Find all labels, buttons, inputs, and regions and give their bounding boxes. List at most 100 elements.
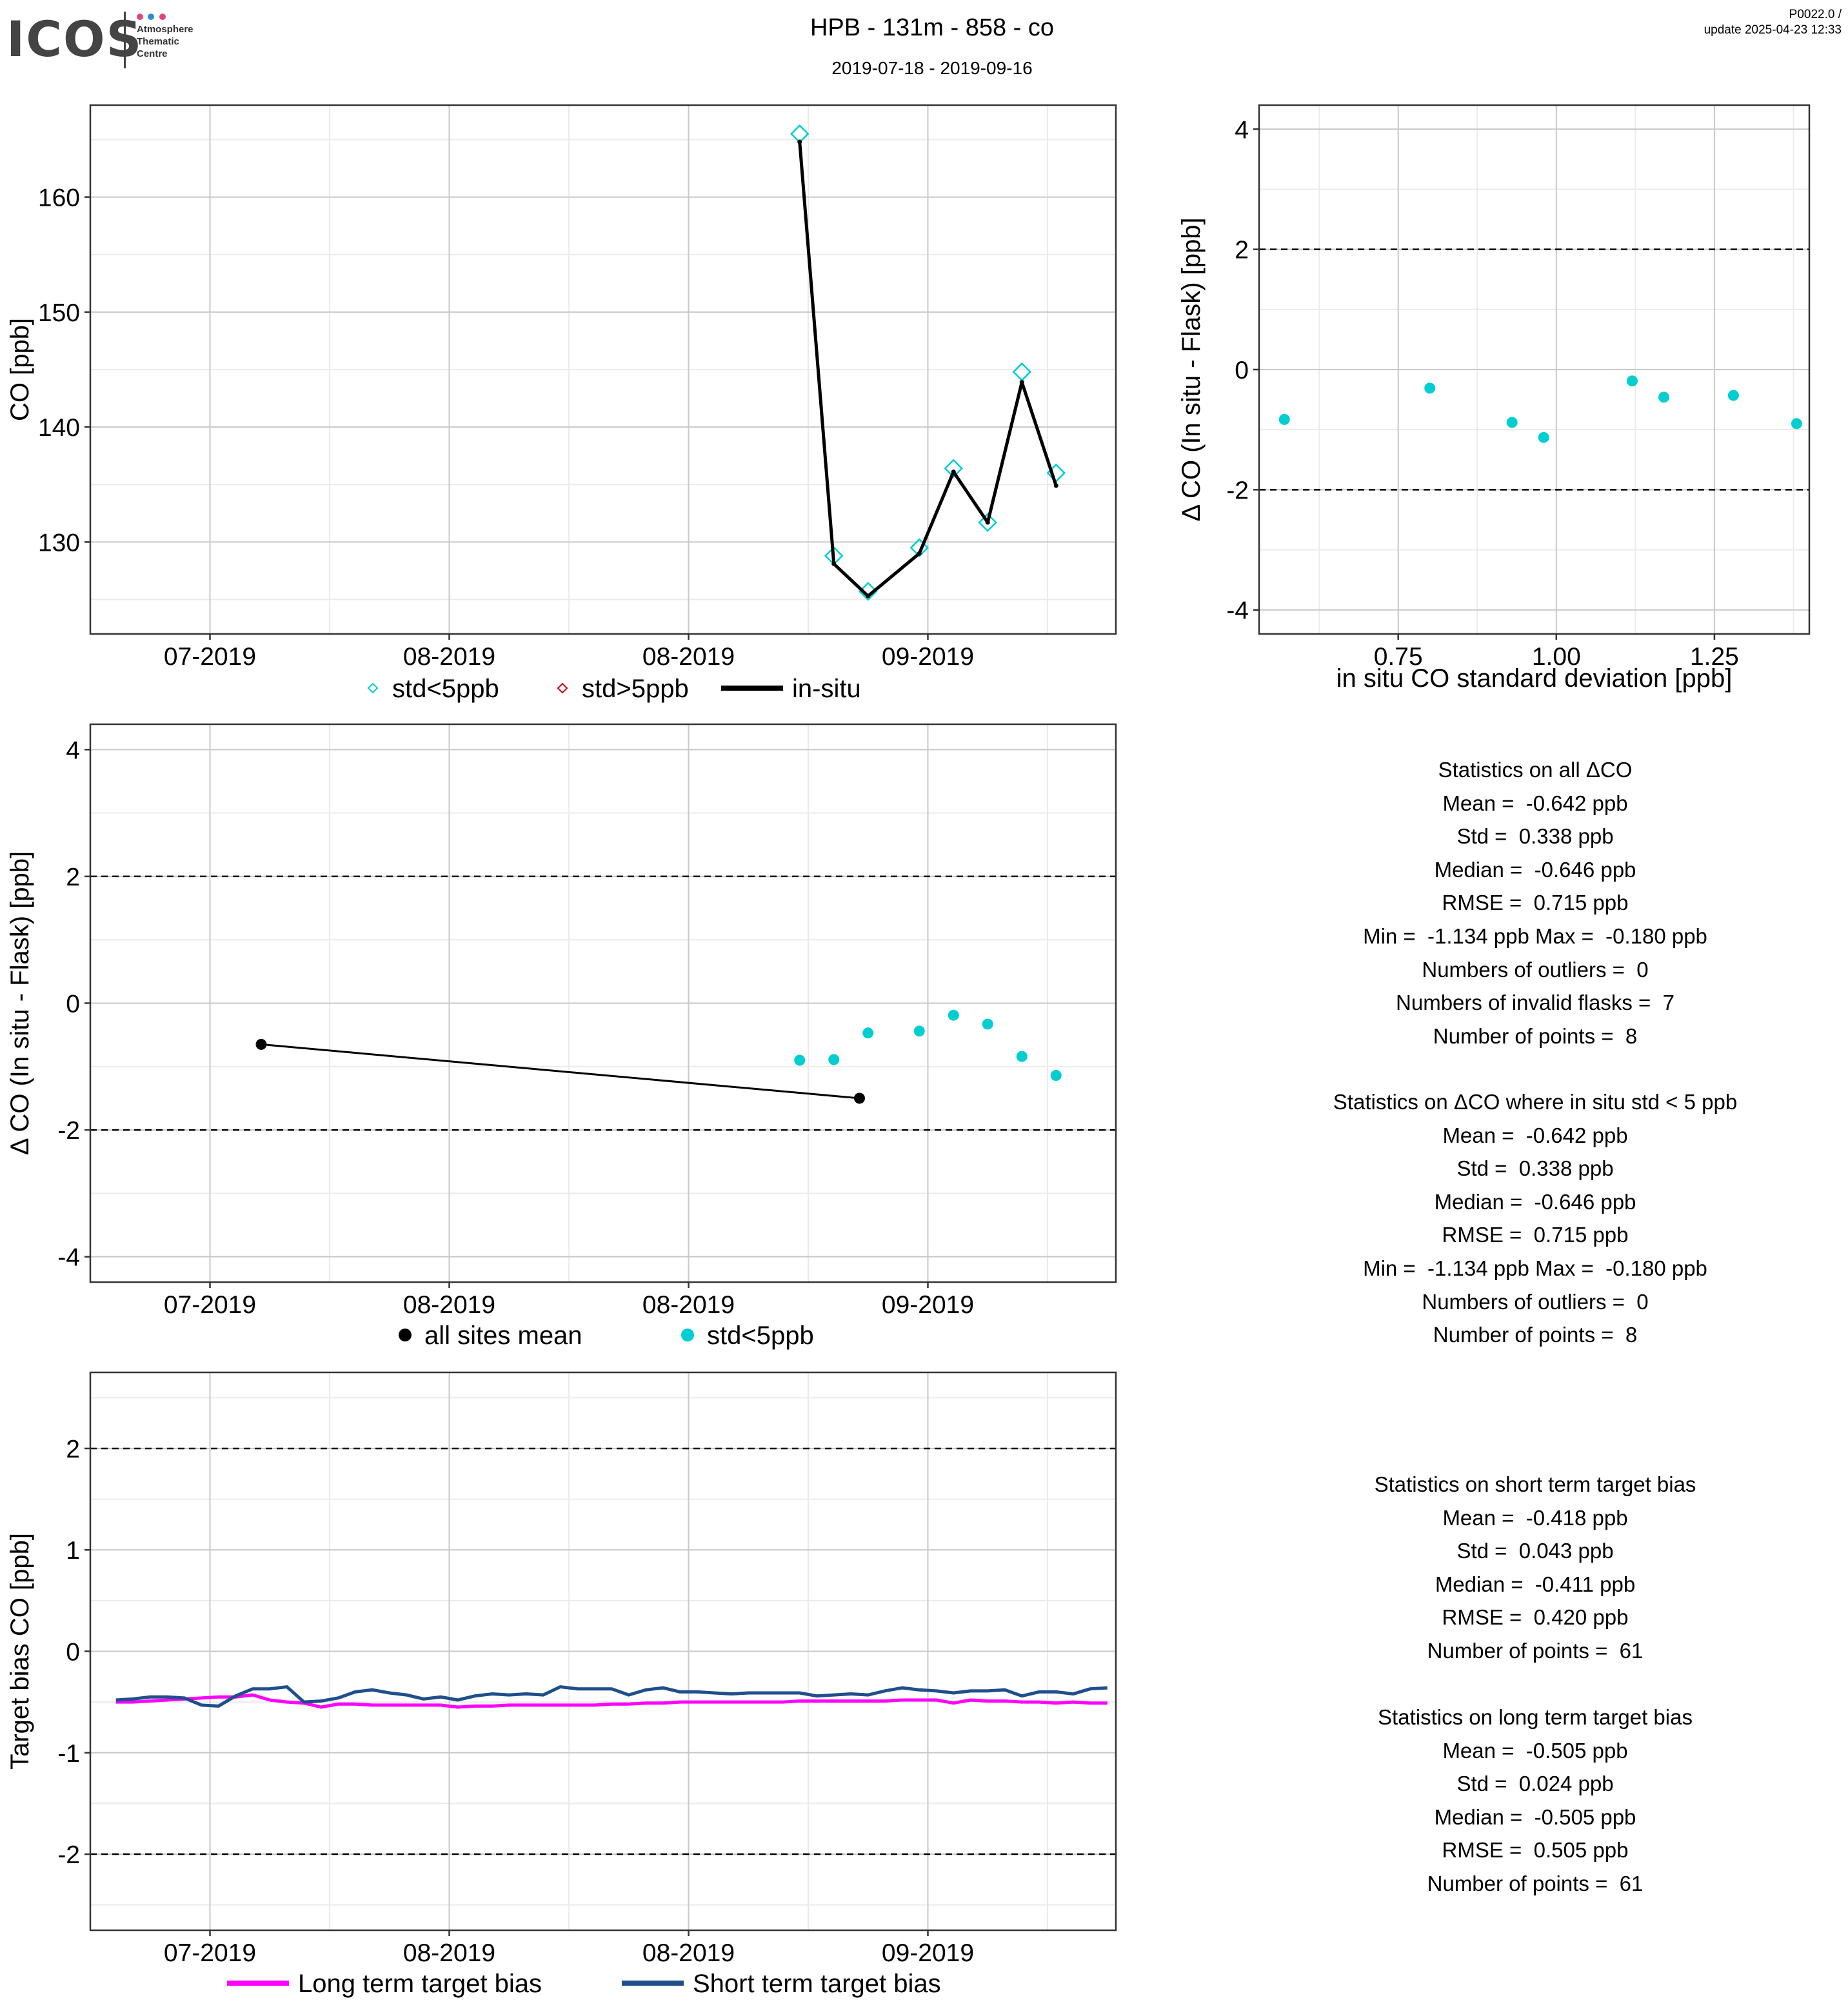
- stats-line: RMSE = 0.505 ppb: [1442, 1838, 1629, 1863]
- data-point: [1019, 380, 1024, 385]
- y-tick-label: -2: [57, 1117, 80, 1145]
- data-point: [1538, 431, 1549, 443]
- stats-line: Numbers of outliers = 0: [1422, 1289, 1649, 1314]
- logo-sub-line-3: Centre: [137, 48, 168, 59]
- legend-symbol: [367, 682, 379, 694]
- logo-subtitle: Atmosphere Thematic Centre: [137, 23, 194, 60]
- data-point: [797, 139, 802, 144]
- stats-line: Min = -1.134 ppb Max = -0.180 ppb: [1363, 1256, 1707, 1280]
- plot-border: [89, 104, 1117, 635]
- legend-item-short-term: Short term target bias: [622, 1970, 941, 1998]
- y-tick-label: 0: [66, 1639, 80, 1666]
- y-tick-label: 150: [38, 299, 80, 327]
- legend-item-in-situ: in-situ: [721, 675, 861, 703]
- y-axis-title: Δ CO (In situ - Flask) [ppb]: [1177, 217, 1206, 521]
- data-point: [831, 561, 837, 566]
- data-point: [866, 593, 871, 598]
- data-point-diamond: [978, 513, 998, 532]
- stats-block-title: Statistics on short term target bias: [1374, 1472, 1696, 1496]
- logo-sub-line-2: Thematic: [137, 36, 179, 47]
- data-point: [1658, 391, 1669, 403]
- data-point-diamond: [909, 538, 929, 558]
- stats-line: Std = 0.338 ppb: [1456, 824, 1614, 849]
- legend-label: all sites mean: [424, 1321, 582, 1350]
- stats-line: Mean = -0.418 ppb: [1442, 1505, 1628, 1530]
- x-tick-label: 09-2019: [882, 643, 974, 671]
- data-point: [1016, 1051, 1028, 1062]
- data-point: [1791, 418, 1802, 430]
- stats-line: Numbers of invalid flasks = 7: [1396, 991, 1674, 1015]
- legend-label: in-situ: [792, 675, 861, 703]
- data-point: [948, 1009, 959, 1021]
- y-tick-label: 4: [1235, 116, 1249, 144]
- y-tick-label: 130: [38, 529, 80, 557]
- stats-line: Mean = -0.505 ppb: [1442, 1738, 1628, 1763]
- chart-delta_timeseries: -4 -2 0 2 4 07-2019 08-2019 08-2019 09-2019 Δ CO …: [6, 723, 1117, 1319]
- logo-dot-blue: [148, 14, 155, 20]
- series-line-0: [115, 1693, 1108, 1709]
- x-tick-label: 08-2019: [642, 643, 735, 671]
- x-tick-label: 1.25: [1690, 643, 1739, 671]
- logo-dot-red-2: [159, 14, 166, 20]
- data-point: [854, 1092, 865, 1104]
- x-tick-label: 08-2019: [642, 1291, 735, 1319]
- stats-line: Median = -0.646 ppb: [1434, 1189, 1636, 1214]
- stats-block-title: Statistics on all ΔCO: [1438, 758, 1633, 782]
- stats-line: Number of points = 8: [1433, 1023, 1638, 1048]
- data-point: [862, 1027, 874, 1039]
- series-line-1: [115, 1685, 1108, 1708]
- stats-line: Median = -0.646 ppb: [1434, 857, 1636, 882]
- x-tick-label: 0.75: [1374, 643, 1423, 671]
- legend-symbol: [399, 1329, 412, 1341]
- y-tick-label: 2: [1235, 237, 1249, 264]
- x-tick-label: 08-2019: [642, 1939, 735, 1967]
- data-point: [913, 1025, 925, 1037]
- y-tick-label: -2: [1226, 477, 1249, 504]
- x-tick-label: 07-2019: [164, 643, 256, 671]
- data-point: [1506, 417, 1518, 428]
- x-tick-label: 08-2019: [403, 1291, 495, 1319]
- legend-item-std-lt5-dots: std<5ppb: [681, 1321, 814, 1350]
- y-tick-label: 4: [66, 737, 80, 764]
- series-line-2: [798, 141, 1058, 598]
- y-tick-label: 1: [66, 1537, 80, 1565]
- chart-subtitle: 2019-07-18 - 2019-09-16: [831, 58, 1033, 78]
- data-point: [982, 1018, 993, 1030]
- data-point: [1053, 483, 1058, 488]
- data-point: [255, 1038, 267, 1050]
- stats-line: RMSE = 0.420 ppb: [1442, 1605, 1629, 1630]
- data-point: [985, 520, 990, 525]
- data-point: [1050, 1070, 1062, 1082]
- data-point-diamond: [944, 459, 964, 479]
- chart-delta_vs_std: -4 -2 0 2 4 0.75 1.00 1.25 Δ CO (In situ - Flask…: [1177, 104, 1811, 693]
- y-tick-label: 2: [66, 864, 80, 891]
- x-tick-label: 07-2019: [164, 1939, 256, 1967]
- data-point: [1424, 382, 1436, 394]
- chart-co_timeseries: 130 140 150 160 07-2019 08-2019 08-2019 09-2019…: [6, 104, 1117, 671]
- y-tick-label: -4: [57, 1244, 80, 1272]
- logo-divider: [124, 12, 126, 68]
- stats-block: Statistics on long term target bias Mean …: [1213, 1701, 1848, 1901]
- data-point: [1727, 390, 1739, 401]
- y-tick-label: -1: [57, 1740, 80, 1768]
- stats-block: Statistics on all ΔCO Mean = -0.642 ppb St…: [1213, 753, 1848, 1053]
- x-axis-title: in situ CO standard deviation [ppb]: [1336, 664, 1733, 693]
- x-tick-label: 07-2019: [164, 1291, 256, 1319]
- stats-line: Mean = -0.642 ppb: [1442, 1123, 1628, 1147]
- y-tick-label: 140: [38, 414, 80, 442]
- y-tick-label: 0: [66, 991, 80, 1018]
- stats-line: Median = -0.411 ppb: [1435, 1572, 1636, 1596]
- stats-line: Number of points = 8: [1433, 1323, 1638, 1347]
- statistics-panel: Statistics on all ΔCO Mean = -0.642 ppb St…: [1213, 0, 1848, 2007]
- x-tick-label: 09-2019: [882, 1291, 974, 1319]
- x-tick-label: 08-2019: [403, 1939, 495, 1967]
- legend-item-all-sites-mean: all sites mean: [399, 1321, 582, 1350]
- x-tick-label: 09-2019: [882, 1939, 974, 1967]
- y-tick-label: -4: [1226, 597, 1249, 625]
- y-tick-label: 2: [66, 1436, 80, 1463]
- data-point: [951, 470, 956, 475]
- stats-block-title: Statistics on ΔCO where in situ std < 5 …: [1333, 1090, 1738, 1114]
- data-point: [794, 1054, 806, 1066]
- stats-line: Min = -1.134 ppb Max = -0.180 ppb: [1363, 924, 1707, 948]
- stats-line: Number of points = 61: [1427, 1871, 1644, 1895]
